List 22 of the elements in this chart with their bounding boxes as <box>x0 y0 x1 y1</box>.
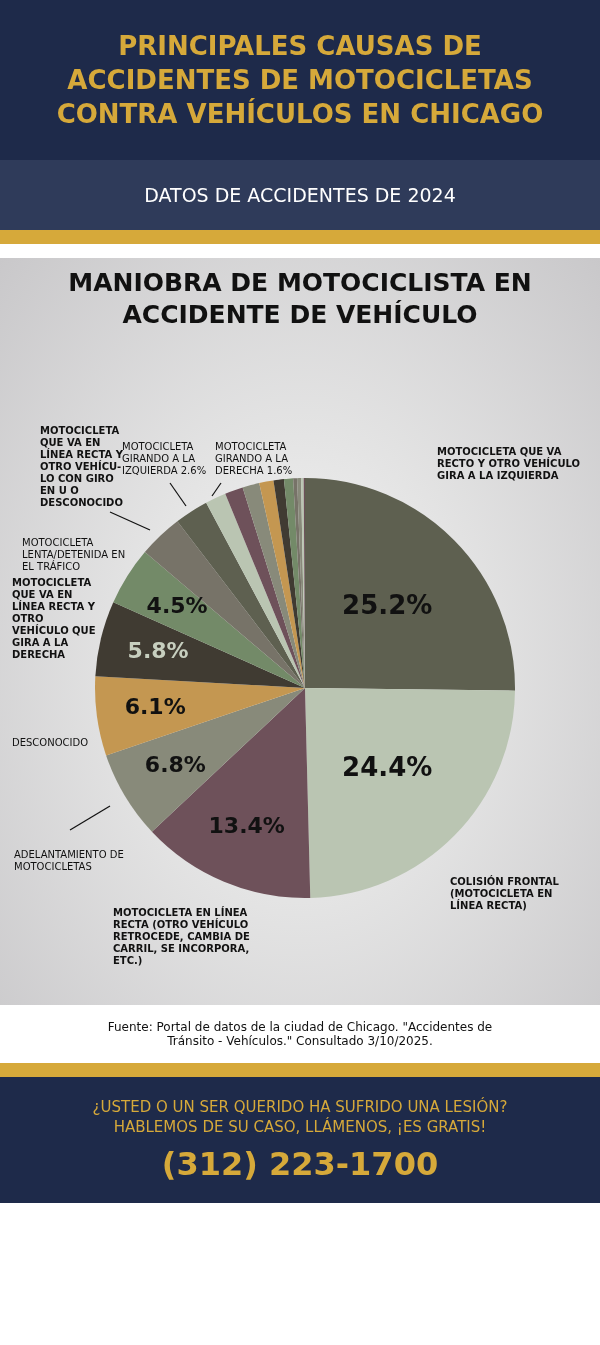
source-note: Fuente: Portal de datos de la ciudad de Chicago. "Accidentes de Tránsito - Vehículos." Consultado 3/10/2025. <box>106 1019 494 1050</box>
text: ¿USTED O UN SER QUERIDO HA SUFRIDO UNA LESIÓN? HABLEMOS DE SU CASO, LLÁMENOS, ¡ES GRATIS! <box>91 1097 509 1137</box>
slice-label: ADELANTAMIENTO DE MOTOCICLETAS <box>14 848 124 872</box>
slice-label: MOTOCICLETA GIRANDO A LA IZQUIERDA 2.6% <box>122 440 207 476</box>
slice-label: MOTOCICLETA GIRANDO A LA DERECHA 1.6% <box>215 440 293 476</box>
text: (312) 223-1700 <box>161 1145 439 1183</box>
slice-label: MOTOCICLETA QUE VA EN LÍNEA RECTA Y OTRO VEHÍCULO QUE GIRA A LA DERECHA <box>12 576 96 660</box>
data-label: 25.2% <box>342 589 433 620</box>
data-label: 5.8% <box>127 637 189 663</box>
text: PRINCIPALES CAUSAS DE ACCIDENTES DE MOTOCICLETAS CONTRA VEHÍCULOS EN CHICAGO <box>55 30 545 131</box>
chart-title: MANIOBRA DE MOTOCICLISTA EN ACCIDENTE DE VEHÍCULO <box>67 267 533 331</box>
data-label: 24.4% <box>342 751 433 782</box>
data-label: 13.4% <box>208 813 285 839</box>
data-label: 6.1% <box>124 694 186 720</box>
data-label: 6.8% <box>144 751 206 777</box>
slice-label: DESCONOCIDO <box>12 736 89 748</box>
slice-label: MOTOCICLETA LENTA/DETENIDA EN EL TRÁFICO <box>22 536 126 572</box>
slice-label: COLISIÓN FRONTAL (MOTOCICLETA EN LÍNEA RECTA) <box>450 874 560 911</box>
slice-label: MOTOCICLETA EN LÍNEA RECTA (OTRO VEHÍCULO RETROCEDE, CAMBIA DE CARRIL, SE INCORPORA, ETC.) <box>113 905 251 966</box>
chart-subtitle: DATOS DE ACCIDENTES DE 2024 <box>0 160 600 230</box>
slice-label: MOTOCICLETA QUE VA RECTO Y OTRO VEHÍCULO GIRA A LA IZQUIERDA <box>437 445 581 481</box>
data-label: 4.5% <box>146 593 208 619</box>
